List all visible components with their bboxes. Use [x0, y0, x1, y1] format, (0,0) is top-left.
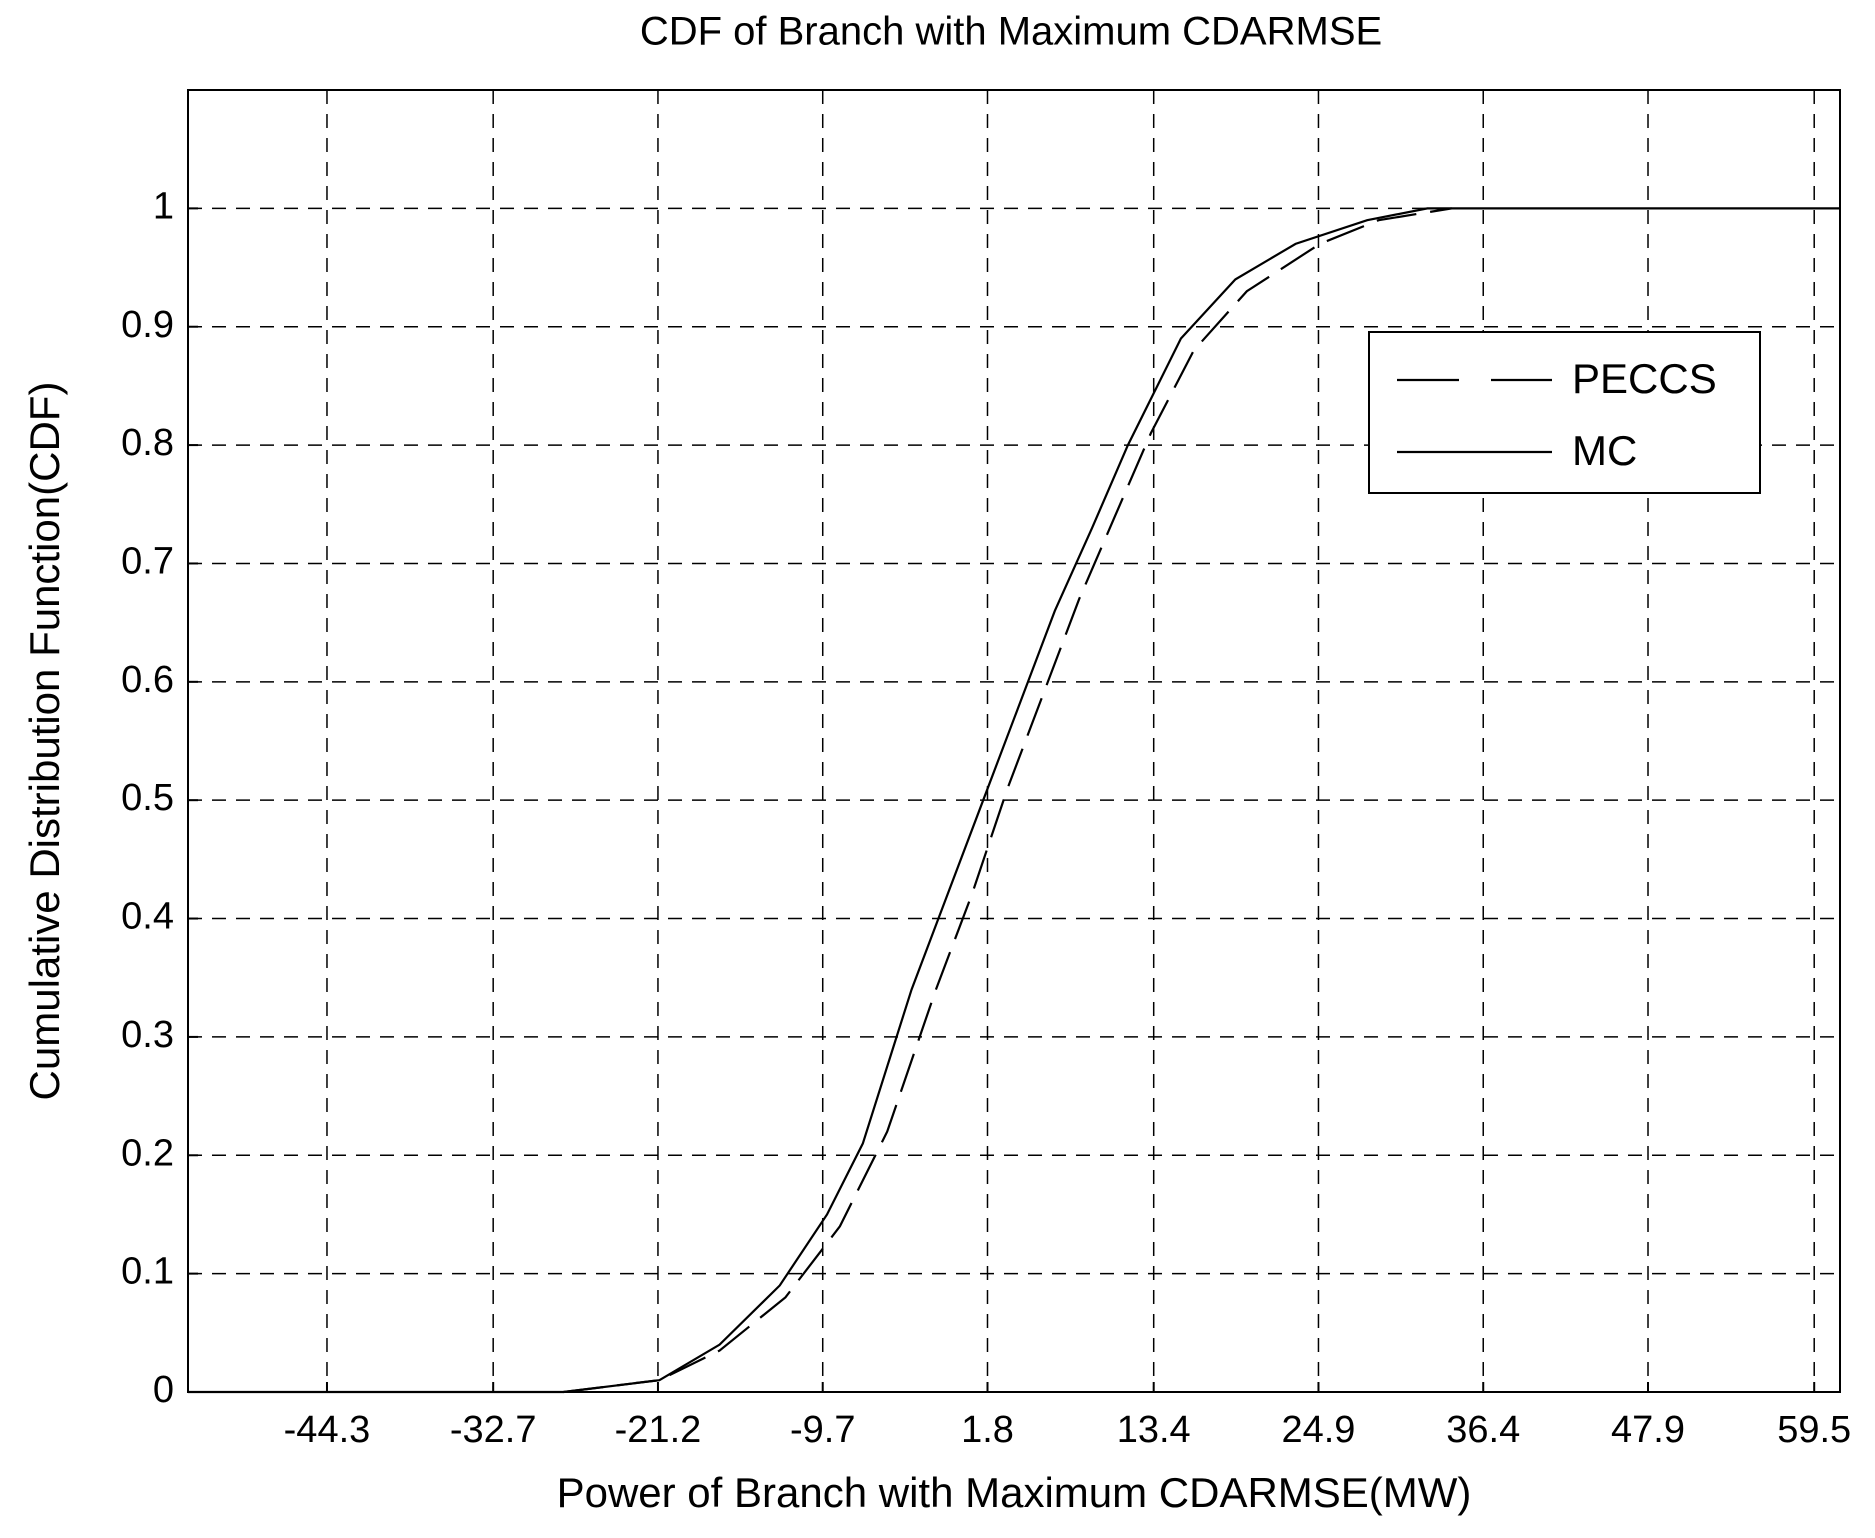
data-line — [188, 207, 1840, 1394]
legend-label: MC — [1572, 427, 1637, 474]
x-axis-label: Power of Branch with Maximum CDARMSE(MW) — [557, 1469, 1472, 1516]
y-tick-label: 0.8 — [121, 422, 174, 464]
y-tick-label: 0.5 — [121, 777, 174, 819]
y-tick-label: 0.3 — [121, 1014, 174, 1056]
x-tick-label: 1.8 — [961, 1409, 1014, 1451]
y-tick-label: 0.1 — [121, 1251, 174, 1293]
y-tick-label: 0.7 — [121, 540, 174, 582]
y-tick-label: 1 — [153, 185, 174, 227]
y-axis-label: Cumulative Distribution Function(CDF) — [21, 382, 68, 1101]
y-tick-label: 0.4 — [121, 896, 174, 938]
y-tick-label: 0.6 — [121, 659, 174, 701]
x-tick-label: -21.2 — [615, 1409, 702, 1451]
legend-box — [1368, 331, 1761, 494]
x-tick-label: -44.3 — [284, 1409, 371, 1451]
x-tick-label: 13.4 — [1117, 1409, 1191, 1451]
plot-frame — [187, 89, 1841, 1393]
x-tick-label: 59.5 — [1777, 1409, 1851, 1451]
y-tick-label: 0.9 — [121, 304, 174, 346]
legend-label: PECCS — [1572, 355, 1717, 402]
x-tick-label: 24.9 — [1281, 1409, 1355, 1451]
y-tick-label: 0.2 — [121, 1132, 174, 1174]
x-tick-label: -9.7 — [790, 1409, 855, 1451]
x-tick-label: -32.7 — [450, 1409, 537, 1451]
x-tick-label: 47.9 — [1611, 1409, 1685, 1451]
x-tick-label: 36.4 — [1446, 1409, 1520, 1451]
data-line — [563, 207, 1452, 1394]
chart-title: CDF of Branch with Maximum CDARMSE — [640, 10, 1382, 54]
y-tick-label: 0 — [153, 1369, 174, 1411]
legend: PECCS MC — [1368, 331, 1761, 494]
